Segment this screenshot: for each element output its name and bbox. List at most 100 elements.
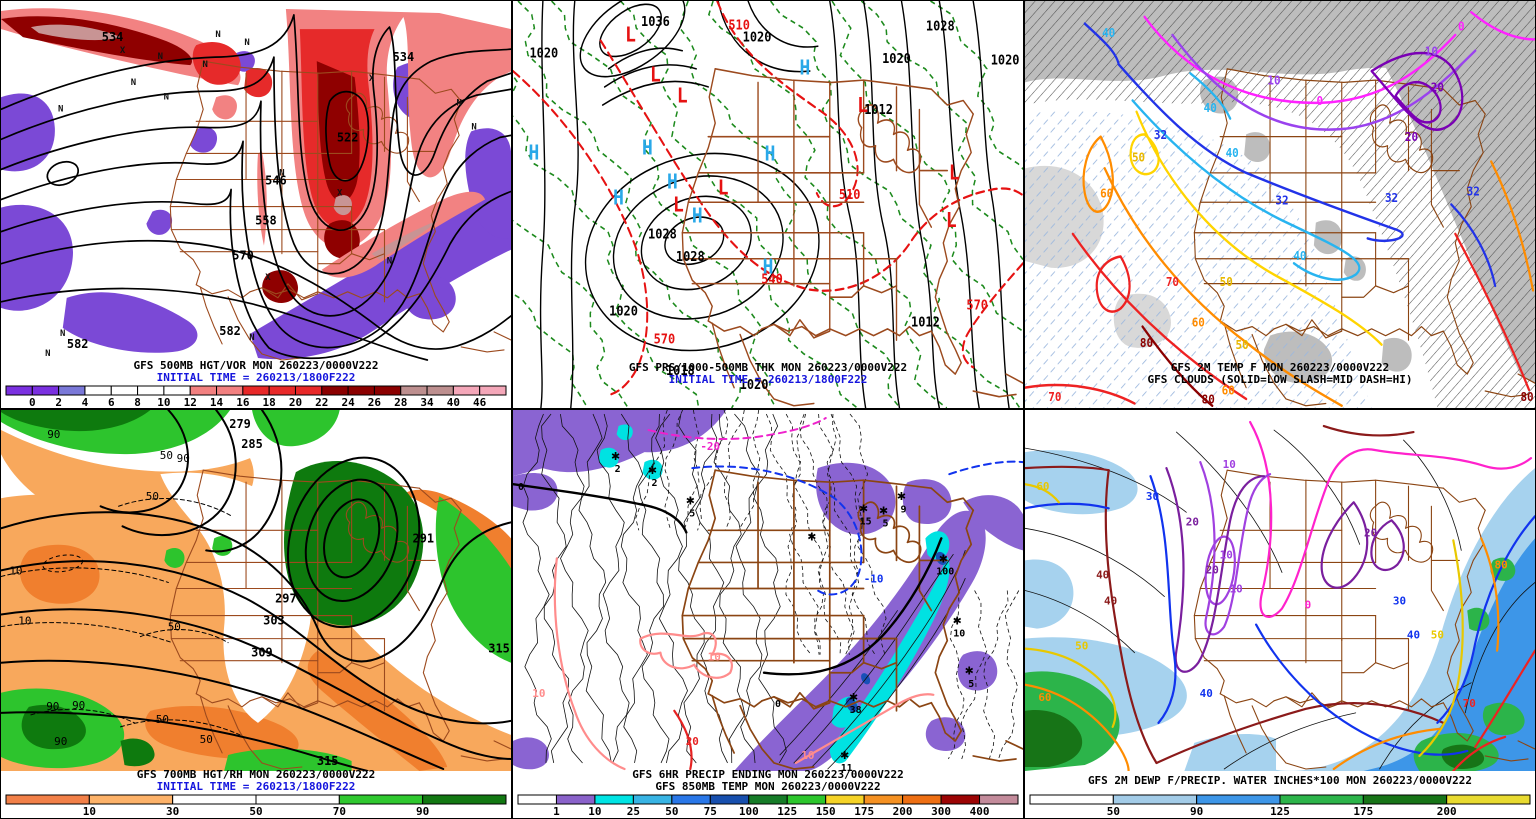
contour-line (596, 413, 630, 764)
filled-region (190, 127, 218, 153)
contour-line (1, 711, 369, 771)
map-label: 285 (241, 437, 263, 451)
contour-line (1, 287, 429, 361)
contour-line (578, 413, 612, 764)
state-borders-path (773, 637, 831, 710)
map-label: 1028 (648, 227, 677, 243)
map-label: 570 (966, 298, 988, 314)
contour-loop (599, 3, 662, 58)
contour-line (1095, 255, 1131, 313)
colorbar-segment (1362, 794, 1448, 805)
contour-line (747, 1, 819, 48)
state-borders-path (1442, 509, 1486, 742)
contour-line (1025, 465, 1110, 472)
contour-line (860, 1, 1023, 261)
state-borders-path (707, 692, 763, 708)
contour-line (679, 1, 901, 408)
filled-region (224, 748, 352, 771)
map-label: N (471, 122, 476, 132)
snow-marker-icon: ✱ (879, 504, 888, 517)
map-label: X (265, 273, 271, 283)
colorbar-tick-label: 100 (739, 805, 759, 817)
colorbar-tick-label: 125 (777, 805, 797, 817)
state-borders-path (1442, 487, 1486, 511)
filled-region (257, 151, 267, 246)
map-label: 90 (177, 452, 190, 465)
state-borders-path (1430, 147, 1444, 228)
contour-line (1249, 420, 1533, 618)
colorbar-segment (268, 385, 296, 396)
map-label: 30 (1393, 595, 1406, 608)
map-label: 80 (1202, 392, 1215, 407)
contour-line (862, 1, 901, 408)
contour-line (1470, 11, 1535, 41)
map-label: 90 (47, 428, 60, 441)
filled-region (598, 447, 619, 468)
snow-marker-icon: ✱ (965, 665, 974, 678)
contour-line (691, 465, 863, 596)
colorbar-segment (294, 385, 323, 396)
map-label: 279 (229, 417, 251, 431)
map-label: 90 (46, 700, 59, 713)
contour-line (1129, 133, 1160, 176)
snow-marker-icon: ✱ (953, 615, 962, 628)
state-borders-path (857, 501, 922, 563)
filled-region (252, 410, 340, 447)
map-label: 582 (219, 324, 241, 338)
state-borders-path (918, 539, 933, 612)
state-borders-path (918, 147, 933, 228)
colorbar-tick-label: 4 (82, 396, 89, 408)
map-label: 0 (1305, 599, 1312, 612)
map-label: 570 (232, 249, 254, 263)
map-label: 80 (1495, 558, 1508, 571)
contour-line (818, 413, 855, 655)
contour-line (1141, 325, 1214, 407)
contour-line (829, 1, 867, 408)
map-label: 60 (1222, 383, 1235, 398)
contour-line (1223, 712, 1357, 770)
map-label: 40 (1102, 26, 1115, 41)
colorbar-tick-label: 90 (1190, 805, 1203, 817)
state-borders-path (1484, 390, 1529, 398)
snow-amount-label: 10 (953, 629, 965, 640)
contour-line (1199, 461, 1272, 636)
state-borders-path (1442, 113, 1486, 375)
state-borders-path (1251, 705, 1327, 770)
contour-line (770, 1, 1021, 408)
contour-line (983, 590, 1009, 760)
contour-line (603, 64, 697, 88)
cloud-hatch-region (1025, 1, 1535, 408)
snow-marker-icon: ✱ (807, 530, 816, 543)
filled-region (307, 650, 448, 771)
state-borders-path (460, 346, 505, 353)
map-label: 32 (1467, 184, 1480, 199)
contour-loop (286, 456, 421, 629)
filled-region (1343, 256, 1366, 281)
filled-region (1, 93, 55, 172)
colorbar-tick-label: 16 (236, 396, 250, 408)
map-label: 291 (413, 531, 435, 545)
basemap (169, 469, 511, 770)
filled-region (164, 547, 185, 568)
map-label: 20 (1206, 563, 1219, 576)
contour-line (1454, 232, 1531, 392)
map-label: H (642, 136, 653, 160)
map-label: 10 (532, 687, 545, 700)
colorbar-tick-label: 75 (704, 805, 717, 817)
map-label: H (613, 185, 624, 209)
contour-loop (579, 1, 686, 78)
contour-line (513, 69, 649, 396)
state-borders-path (761, 323, 933, 337)
state-borders-path (1223, 322, 1247, 389)
colorbar-tick-label: 400 (970, 805, 990, 817)
panel-2m-temp-clouds-map: 0 0 10 10 20 20 32 32 32 32 40 40 40 40 50 50 50 60 60 60 70… (1025, 1, 1535, 408)
state-borders-path (739, 704, 815, 770)
map-label: X (369, 74, 375, 84)
map-label: H (667, 170, 678, 194)
colorbar-segment (825, 794, 865, 805)
state-borders-path (1226, 68, 1444, 90)
map-label: 1020 (740, 377, 769, 393)
contour-loop (42, 554, 84, 573)
state-borders-path (227, 705, 303, 770)
map-label: 510 (839, 187, 861, 203)
